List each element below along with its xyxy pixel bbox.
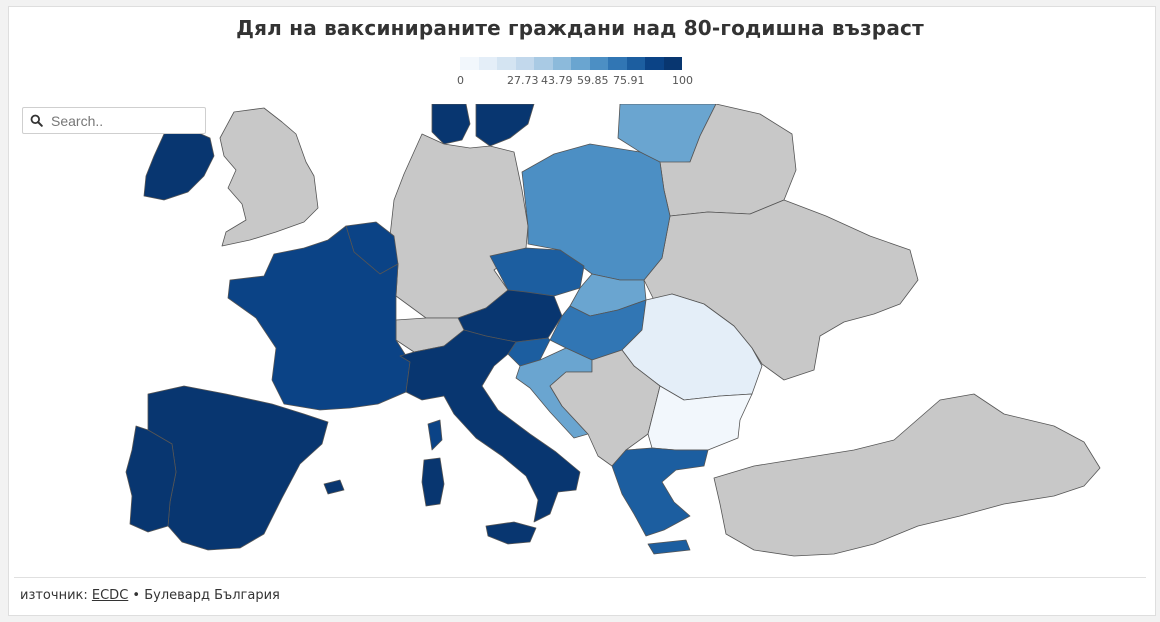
legend-label-1: 27.73 bbox=[507, 74, 539, 87]
region-greece[interactable] bbox=[611, 447, 709, 537]
map-title: Дял на ваксинираните граждани над 80-год… bbox=[236, 16, 924, 40]
region-balearic[interactable] bbox=[323, 479, 345, 495]
legend-swatch bbox=[626, 57, 645, 70]
footer-separator: • bbox=[128, 588, 145, 603]
region-corsica[interactable] bbox=[427, 419, 443, 451]
europe-map bbox=[125, 104, 1101, 557]
region-bulgaria[interactable] bbox=[647, 385, 753, 451]
footer-divider bbox=[14, 577, 1146, 578]
legend-swatch bbox=[663, 57, 682, 70]
region-sardinia[interactable] bbox=[421, 457, 445, 507]
legend-swatch bbox=[608, 57, 627, 70]
color-legend: 0 27.73 43.79 59.85 75.91 100 bbox=[457, 57, 700, 88]
source-link[interactable]: ECDC bbox=[91, 588, 129, 603]
region-crete[interactable] bbox=[647, 539, 691, 555]
region-italy[interactable] bbox=[399, 329, 581, 523]
legend-swatch bbox=[589, 57, 608, 70]
map-search[interactable] bbox=[22, 107, 206, 134]
legend-swatch bbox=[497, 57, 516, 70]
region-portugal[interactable] bbox=[125, 425, 177, 533]
legend-swatch bbox=[460, 57, 479, 70]
legend-swatch bbox=[478, 57, 497, 70]
legend-swatch bbox=[515, 57, 534, 70]
region-denmark[interactable] bbox=[431, 104, 471, 145]
region-sweden[interactable] bbox=[475, 104, 535, 147]
search-icon bbox=[23, 114, 49, 127]
region-ireland[interactable] bbox=[143, 129, 215, 201]
legend-swatch bbox=[645, 57, 664, 70]
legend-swatch bbox=[534, 57, 553, 70]
region-sicily[interactable] bbox=[485, 521, 537, 545]
legend-color-scale bbox=[460, 57, 682, 70]
legend-label-4: 75.91 bbox=[613, 74, 645, 87]
legend-label-2: 43.79 bbox=[541, 74, 573, 87]
legend-labels: 0 27.73 43.79 59.85 75.91 100 bbox=[457, 74, 700, 88]
search-input[interactable] bbox=[49, 111, 203, 130]
legend-label-5: 100 bbox=[672, 74, 693, 87]
region-france[interactable] bbox=[227, 225, 411, 411]
footer-publisher: Булевард България bbox=[144, 588, 280, 603]
footer-prefix: източник: bbox=[20, 588, 92, 603]
region-united-kingdom[interactable] bbox=[219, 107, 319, 247]
legend-swatch bbox=[571, 57, 590, 70]
map-footer: източник: ECDC • Булевард България bbox=[20, 588, 280, 603]
legend-label-0: 0 bbox=[457, 74, 464, 87]
region-poland[interactable] bbox=[521, 143, 671, 281]
legend-label-3: 59.85 bbox=[577, 74, 609, 87]
legend-swatch bbox=[552, 57, 571, 70]
region-turkey[interactable] bbox=[713, 393, 1101, 557]
